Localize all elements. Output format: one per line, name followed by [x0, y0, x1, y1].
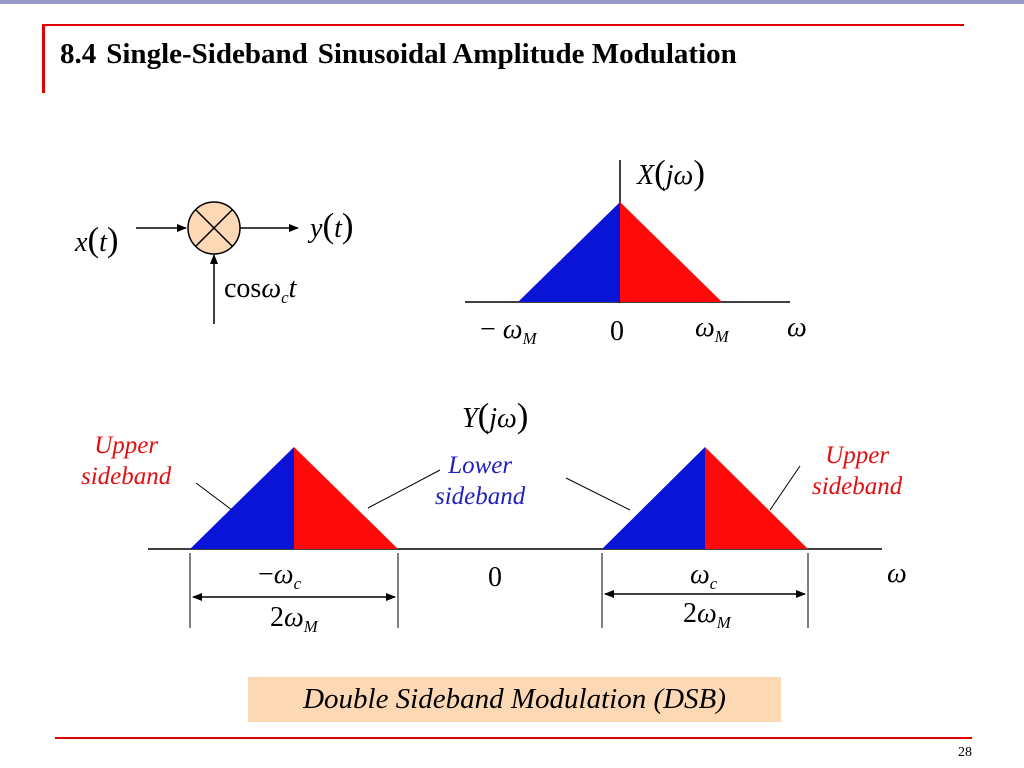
- y-neg-center-label: −ωc: [258, 559, 302, 593]
- section-number: 8.4: [60, 38, 97, 70]
- x-zero-label: 0: [610, 316, 624, 347]
- x-spectrum-positive-half: [620, 202, 722, 302]
- lower-leader-left: [367, 469, 441, 509]
- y-left-lower-half: [190, 447, 294, 549]
- x-spectrum-label: X(jω): [637, 153, 705, 192]
- title-part-1: Single-Sideband: [106, 38, 308, 70]
- output-signal-label: y(t): [310, 206, 354, 245]
- x-axis-omega-label: ω: [787, 312, 807, 343]
- page-number: 28: [958, 745, 972, 760]
- slide-title: 8.4 Single-Sideband Sinusoidal Amplitude M…: [60, 38, 737, 71]
- x-neg-edge-label: − ωM: [480, 314, 537, 348]
- y-zero-label: 0: [488, 562, 502, 593]
- input-signal-label: x(t): [75, 220, 119, 259]
- left-bandwidth-label: 2ωM: [270, 602, 318, 636]
- y-right-lower-half: [602, 447, 705, 549]
- bottom-rule: [55, 737, 972, 739]
- upper-right-leader: [769, 465, 801, 511]
- x-spectrum-negative-half: [518, 202, 620, 302]
- y-spectrum-label: Y(jω): [462, 396, 529, 435]
- upper-sideband-left-annotation: Upper sideband: [81, 432, 172, 491]
- top-border: [0, 0, 1024, 4]
- y-axis-omega-label: ω: [887, 558, 907, 589]
- upper-left-leader: [195, 482, 233, 511]
- y-right-upper-half: [705, 447, 808, 549]
- x-pos-edge-label: ωM: [695, 312, 729, 346]
- lower-sideband-annotation: Lower sideband: [435, 452, 526, 511]
- lower-leader-right: [565, 477, 631, 511]
- multiplier-cross-b: [195, 209, 233, 247]
- title-accent-bar: [42, 25, 45, 93]
- carrier-label: cosωct: [224, 273, 297, 307]
- title-rule: [42, 24, 964, 26]
- dsb-caption: Double Sideband Modulation (DSB): [248, 677, 781, 722]
- upper-sideband-right-annotation: Upper sideband: [812, 442, 903, 501]
- y-left-upper-half: [294, 447, 398, 549]
- title-part-2: Sinusoidal Amplitude Modulation: [317, 38, 737, 70]
- y-pos-center-label: ωc: [690, 559, 718, 593]
- right-bandwidth-label: 2ωM: [683, 598, 731, 632]
